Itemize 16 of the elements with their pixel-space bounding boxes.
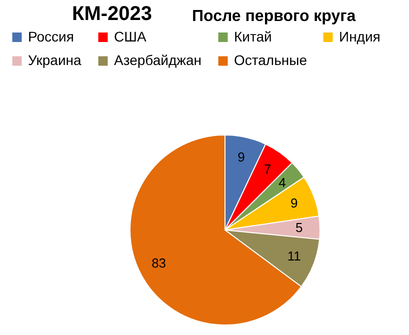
legend-label: Украина: [28, 52, 82, 68]
legend-label: Россия: [28, 28, 74, 44]
legend-label: Остальные: [234, 52, 308, 68]
legend-label: США: [114, 28, 147, 44]
chart-subtitle: После первого круга: [192, 8, 356, 25]
data-label: 4: [278, 174, 286, 190]
legend-label: Индия: [339, 28, 380, 44]
legend-label: Азербайджан: [114, 52, 202, 68]
data-label: 9: [290, 195, 298, 210]
data-label: 5: [295, 220, 303, 236]
data-label: 83: [152, 255, 166, 270]
data-label: 7: [264, 161, 272, 176]
legend-label: Китай: [234, 28, 272, 44]
data-label: 9: [238, 150, 245, 165]
data-label: 11: [287, 248, 301, 264]
chart-title: КМ-2023: [72, 3, 152, 25]
